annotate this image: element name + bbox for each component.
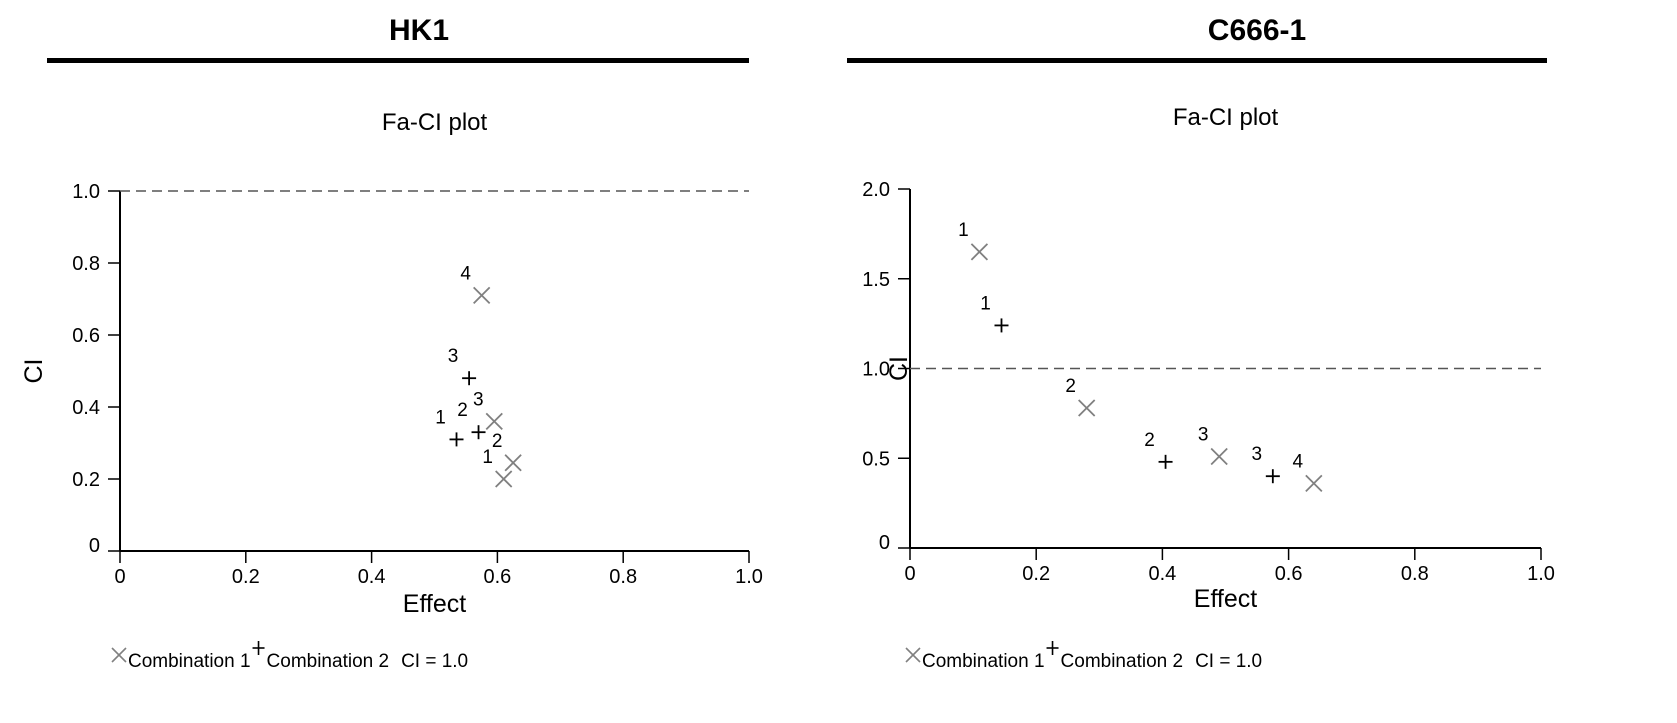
x-axis-label: Effect — [1194, 585, 1258, 613]
data-point-combination-2 — [1158, 454, 1173, 469]
cross-stroke — [504, 454, 522, 472]
cross-stroke — [111, 647, 127, 663]
y-tick-label: 0 — [89, 535, 100, 557]
data-point-combination-2 — [449, 432, 464, 447]
cross-stroke — [1305, 474, 1323, 493]
data-point-combination-1 — [1078, 399, 1096, 417]
data-point-combination-2 — [471, 425, 486, 440]
fa-ci-plot-c666-1: Fa-CI plot 0 0.2 0.4 0.6 0.8 1.0 0 0.5 1.0 1.5 2.0 E… — [862, 104, 1555, 672]
data-point-combination-1 — [1210, 447, 1228, 466]
panel-title: C666-1 — [1207, 14, 1307, 47]
y-tick-label: 2.0 — [862, 179, 890, 201]
x-tick-label: 0.8 — [609, 566, 637, 588]
data-label: 3 — [473, 389, 484, 410]
x-tick-label: 0.2 — [232, 566, 260, 588]
x-tick-label: 0.6 — [483, 566, 511, 588]
legend-label-combination-1: Combination 1 — [128, 651, 251, 672]
legend-marker-combination-1 — [905, 647, 921, 663]
title-rule — [47, 58, 749, 63]
data-label: 4 — [1293, 451, 1304, 472]
y-tick-label: 0.4 — [72, 397, 100, 419]
data-point-combination-1 — [504, 454, 522, 472]
x-axis-label: Effect — [403, 590, 467, 618]
cross-stroke — [970, 243, 989, 261]
legend: Combination 1 Combination 2 CI = 1.0 — [111, 641, 468, 672]
data-point-combination-1 — [1305, 474, 1323, 493]
data-label: 1 — [435, 407, 446, 428]
legend-marker-combination-1 — [111, 647, 127, 663]
y-tick-label: 0 — [879, 532, 890, 554]
data-label: 2 — [1144, 430, 1155, 451]
plot-title: Fa-CI plot — [382, 109, 488, 136]
legend-label-combination-1: Combination 1 — [922, 651, 1045, 672]
cross-stroke — [495, 470, 513, 488]
legend-label-ci-line: CI = 1.0 — [401, 651, 468, 672]
legend-marker-combination-2 — [252, 641, 265, 655]
plot-title: Fa-CI plot — [1173, 104, 1279, 131]
data-point-combination-1 — [473, 286, 491, 305]
data-label: 2 — [492, 431, 503, 452]
cross-stroke — [1210, 447, 1228, 466]
x-tick-label: 0.2 — [1022, 563, 1050, 585]
y-tick-label: 0.8 — [72, 253, 100, 275]
fa-ci-plot-hk1: Fa-CI plot 0 0.2 0.4 0.6 0.8 1.0 0 0.2 0.4 0.6 0.8 1… — [20, 109, 763, 672]
data-label: 2 — [457, 400, 468, 421]
y-tick-label: 0.2 — [72, 469, 100, 491]
legend: Combination 1 Combination 2 CI = 1.0 — [905, 641, 1262, 672]
data-label: 3 — [448, 346, 459, 367]
x-tick-label: 0.4 — [1148, 563, 1176, 585]
x-tick-label: 0.4 — [358, 566, 386, 588]
x-tick-label: 0.6 — [1275, 563, 1303, 585]
x-tick-label: 0 — [904, 563, 915, 585]
data-label: 4 — [460, 263, 471, 284]
data-point-combination-2 — [462, 371, 477, 386]
chart-panel-c666-1: C666-1 Fa-CI plot 0 0.2 0.4 0.6 0.8 1.0 0 0.5 1.0… — [838, 0, 1676, 723]
data-point-combination-2 — [1265, 469, 1280, 484]
title-rule — [847, 58, 1547, 63]
y-tick-label: 1.0 — [862, 359, 890, 381]
chart-panel-hk1: HK1 Fa-CI plot 0 0.2 0.4 0.6 0.8 1.0 0 0.2 0.4 0.6… — [0, 0, 838, 723]
data-label: 2 — [1065, 376, 1076, 397]
y-tick-label: 1.5 — [862, 269, 890, 291]
data-point-combination-1 — [495, 470, 513, 488]
x-tick-label: 0.8 — [1401, 563, 1429, 585]
data-label: 1 — [958, 220, 969, 241]
cross-stroke — [905, 647, 921, 663]
y-axis-label: CI — [885, 356, 913, 381]
data-label: 1 — [980, 293, 991, 314]
x-tick-label: 1.0 — [735, 566, 763, 588]
cross-stroke — [485, 412, 503, 431]
y-tick-label: 1.0 — [72, 181, 100, 203]
data-label: 3 — [1252, 444, 1263, 465]
legend-label-combination-2: Combination 2 — [267, 651, 390, 672]
y-axis-label: CI — [20, 359, 48, 384]
legend-label-combination-2: Combination 2 — [1061, 651, 1184, 672]
x-tick-label: 1.0 — [1527, 563, 1555, 585]
data-label: 1 — [482, 447, 493, 468]
x-tick-label: 0 — [114, 566, 125, 588]
cross-stroke — [1078, 399, 1096, 417]
data-point-combination-2 — [994, 318, 1009, 333]
panel-title: HK1 — [388, 14, 449, 47]
legend-marker-combination-2 — [1046, 641, 1059, 655]
y-tick-label: 0.6 — [72, 325, 100, 347]
y-tick-label: 0.5 — [862, 448, 890, 470]
data-point-combination-1 — [485, 412, 503, 431]
cross-stroke — [473, 286, 491, 305]
data-label: 3 — [1198, 424, 1209, 445]
legend-label-ci-line: CI = 1.0 — [1195, 651, 1262, 672]
data-point-combination-1 — [970, 243, 989, 261]
